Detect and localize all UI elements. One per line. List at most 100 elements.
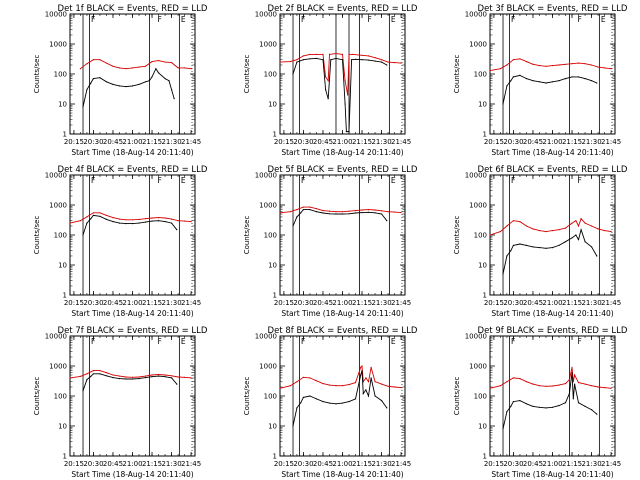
lld-point bbox=[190, 68, 192, 70]
events-point bbox=[591, 246, 593, 248]
lld-point bbox=[525, 381, 528, 383]
panel-title: Det 4f BLACK = Events, RED = LLD bbox=[58, 165, 208, 175]
lld-point bbox=[532, 383, 534, 385]
y-tick-label: 1000 bbox=[49, 202, 67, 210]
x-axis-title: Start Time (18-Aug-14 20:11:40) bbox=[491, 470, 613, 479]
events-point bbox=[571, 372, 573, 374]
marker-label: F bbox=[301, 337, 305, 346]
lld-point bbox=[79, 68, 81, 70]
y-tick-label: 1000 bbox=[259, 363, 277, 371]
plot-frame bbox=[69, 174, 196, 296]
marker-label: F bbox=[157, 337, 161, 346]
x-tick-label: 21:00 bbox=[332, 299, 352, 307]
events-point bbox=[512, 76, 515, 78]
x-tick-label: 21:30 bbox=[371, 460, 391, 468]
marker-label: F bbox=[157, 15, 161, 24]
events-point bbox=[322, 401, 324, 403]
events-point bbox=[144, 81, 147, 83]
lld-point bbox=[367, 55, 370, 57]
x-axis-title: Start Time (18-Aug-14 20:11:40) bbox=[491, 148, 613, 157]
lld-point bbox=[327, 80, 329, 82]
y-tick-label: 1000 bbox=[469, 363, 487, 371]
lld-point bbox=[302, 206, 304, 208]
events-point bbox=[309, 58, 311, 60]
marker-label: F bbox=[367, 337, 371, 346]
x-tick-label: 20:30 bbox=[293, 460, 313, 468]
x-tick-label: 20:15 bbox=[64, 299, 84, 307]
lld-point bbox=[538, 230, 541, 232]
events-point bbox=[138, 378, 140, 380]
lld-point bbox=[597, 66, 599, 68]
lld-point bbox=[322, 53, 324, 56]
events-point bbox=[118, 222, 121, 224]
events-point bbox=[138, 83, 140, 85]
events-point bbox=[381, 61, 383, 63]
x-tick-label: 20:45 bbox=[313, 460, 333, 468]
y-tick-label: 10 bbox=[478, 423, 487, 431]
events-point bbox=[577, 76, 580, 78]
lld-point bbox=[171, 62, 173, 64]
lld-point bbox=[506, 381, 508, 383]
events-point bbox=[105, 375, 108, 377]
lld-point bbox=[577, 382, 580, 384]
lld-point bbox=[551, 230, 554, 232]
y-tick-label: 10 bbox=[58, 262, 67, 270]
events-point bbox=[296, 407, 298, 409]
lld-point bbox=[325, 76, 327, 78]
events-point bbox=[118, 378, 121, 380]
lld-point bbox=[131, 219, 134, 221]
lld-point bbox=[591, 385, 593, 387]
marker-label: E bbox=[391, 337, 396, 346]
lld-point bbox=[164, 374, 166, 376]
events-point bbox=[148, 80, 150, 82]
events-point bbox=[112, 83, 114, 85]
lld-point bbox=[558, 64, 560, 66]
lld-point bbox=[577, 62, 580, 64]
events-point bbox=[386, 407, 388, 409]
marker-label: E bbox=[181, 15, 186, 24]
lld-point bbox=[584, 222, 586, 224]
events-point bbox=[171, 377, 173, 379]
events-point bbox=[348, 213, 350, 215]
events-point bbox=[82, 234, 84, 236]
events-point bbox=[519, 400, 521, 402]
y-tick-label: 100 bbox=[264, 71, 277, 79]
y-tick-label: 1 bbox=[273, 292, 277, 300]
events-point bbox=[131, 378, 134, 380]
y-tick-label: 1000 bbox=[49, 41, 67, 49]
x-tick-label: 20:45 bbox=[103, 138, 123, 146]
lld-point bbox=[571, 222, 573, 224]
lld-point bbox=[289, 385, 291, 387]
lld-point bbox=[604, 387, 606, 389]
x-tick-label: 20:30 bbox=[83, 299, 103, 307]
lld-point bbox=[575, 220, 577, 222]
panel-title: Det 6f BLACK = Events, RED = LLD bbox=[478, 165, 628, 175]
panel-4: Det 4f BLACK = Events, RED = LLD Counts/s… bbox=[33, 165, 208, 318]
x-tick-label: 21:15 bbox=[352, 299, 372, 307]
lld-point bbox=[112, 374, 114, 376]
x-tick-label: 21:15 bbox=[352, 138, 372, 146]
lld-point bbox=[92, 59, 94, 61]
lld-point bbox=[348, 210, 350, 212]
x-axis-title: Start Time (18-Aug-14 20:11:40) bbox=[71, 470, 193, 479]
lld-point bbox=[532, 63, 534, 65]
events-point bbox=[90, 82, 92, 84]
lld-point bbox=[328, 53, 331, 56]
lld-point bbox=[328, 384, 331, 386]
events-point bbox=[292, 425, 294, 427]
events-point bbox=[328, 213, 331, 215]
events-point bbox=[82, 390, 84, 392]
events-point bbox=[335, 213, 337, 215]
events-point bbox=[173, 98, 175, 100]
x-tick-label: 21:00 bbox=[122, 460, 142, 468]
events-point bbox=[131, 223, 134, 225]
events-point bbox=[525, 403, 528, 405]
marker-label: F bbox=[511, 176, 515, 185]
lld-point bbox=[341, 385, 344, 387]
lld-point bbox=[138, 218, 140, 220]
events-point bbox=[144, 221, 147, 223]
events-point bbox=[551, 81, 554, 83]
lld-point bbox=[400, 62, 402, 64]
lld-point bbox=[105, 214, 108, 216]
